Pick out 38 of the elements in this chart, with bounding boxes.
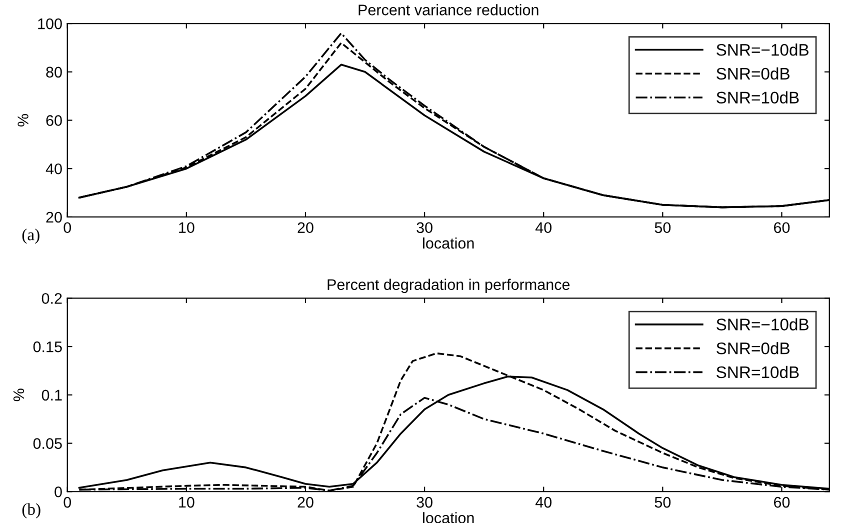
- y-axis-title: %: [18, 114, 28, 126]
- x-tick-label: 60: [774, 222, 790, 234]
- y-tick-label: 100: [38, 18, 62, 30]
- legend-label: SNR=−10dB: [716, 44, 808, 56]
- x-tick-label: 20: [298, 496, 314, 508]
- x-tick-label: 30: [416, 222, 432, 234]
- x-tick-label: 50: [654, 222, 671, 234]
- x-axis-title: location: [423, 512, 474, 523]
- y-tick-label: 0.05: [33, 438, 62, 449]
- legend-label: SNR=0dB: [716, 342, 790, 354]
- chart-title: Percent degradation in performance: [328, 278, 570, 294]
- x-tick-label: 0: [64, 496, 72, 508]
- x-tick-label: 20: [298, 222, 314, 234]
- x-tick-label: 0: [64, 222, 72, 234]
- y-tick-label: 0.1: [42, 390, 62, 401]
- x-axis-title: location: [423, 237, 474, 249]
- y-tick-label: 0: [54, 486, 62, 498]
- x-tick-label: 40: [535, 222, 552, 234]
- legend-label: SNR=−10dB: [716, 318, 808, 330]
- x-tick-label: 60: [774, 496, 790, 508]
- y-tick-label: 0.2: [42, 293, 62, 304]
- legend-label: SNR=10dB: [716, 91, 799, 104]
- y-tick-label: 60: [46, 115, 62, 126]
- text: (a): [22, 228, 40, 244]
- legend-label: SNR=0dB: [716, 67, 790, 80]
- y-tick-label: 0.15: [33, 341, 62, 352]
- text: (b): [22, 503, 40, 518]
- chart-title: Percent variance reduction: [358, 4, 538, 16]
- y-tick-label: 20: [46, 212, 62, 223]
- x-tick-label: 10: [179, 496, 194, 508]
- x-tick-label: 30: [416, 496, 432, 508]
- y-axis-title: %: [13, 388, 24, 402]
- legend-label: SNR=10dB: [716, 366, 799, 378]
- y-tick-label: 80: [46, 66, 62, 78]
- x-tick-label: 50: [654, 496, 671, 508]
- x-tick-label: 40: [535, 496, 552, 508]
- x-tick-label: 10: [179, 222, 194, 234]
- y-tick-label: 40: [46, 163, 62, 174]
